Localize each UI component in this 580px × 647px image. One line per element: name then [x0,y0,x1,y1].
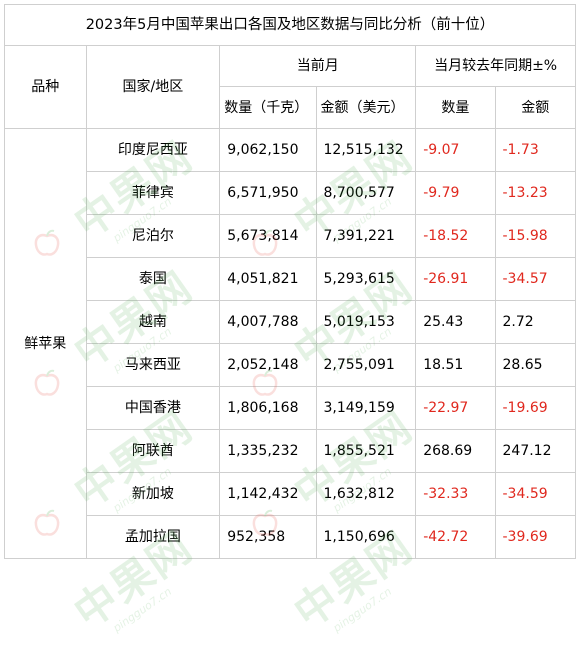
yoy-amount-cell: -34.57 [494,257,576,301]
country-cell: 菲律宾 [85,171,221,215]
qty-cell: 4,007,788 [219,300,317,344]
country-cell: 阿联酋 [85,429,221,473]
header-amount: 金额（美元） [315,86,417,129]
yoy-qty-cell: -26.91 [415,257,496,301]
country-cell: 印度尼西亚 [85,128,221,172]
country-cell: 孟加拉国 [85,515,221,559]
country-cell: 尼泊尔 [85,214,221,258]
header-current-month: 当前月 [219,45,417,87]
table-row: 尼泊尔 5,673,814 7,391,221 -18.52 -15.98 [5,214,576,258]
header-country: 国家/地区 [85,45,221,129]
yoy-amount-cell: 247.12 [494,429,576,473]
yoy-qty-cell: -9.79 [415,171,496,215]
table-row: 阿联酋 1,335,232 1,855,521 268.69 247.12 [5,429,576,473]
country-cell: 新加坡 [85,472,221,516]
header-row-2: 数量（千克） 金额（美元） 数量 金额 [5,86,576,129]
yoy-amount-cell: -13.23 [494,171,576,215]
amount-cell: 1,632,812 [315,472,417,516]
table-row: 中国香港 1,806,168 3,149,159 -22.97 -19.69 [5,386,576,430]
country-cell: 马来西亚 [85,343,221,387]
qty-cell: 6,571,950 [219,171,317,215]
title-row: 2023年5月中国苹果出口各国及地区数据与同比分析（前十位） [4,4,576,46]
table-title: 2023年5月中国苹果出口各国及地区数据与同比分析（前十位） [4,4,576,46]
header-yoy-amount: 金额 [494,86,576,129]
table-row: 泰国 4,051,821 5,293,615 -26.91 -34.57 [5,257,576,301]
qty-cell: 1,806,168 [219,386,317,430]
qty-cell: 2,052,148 [219,343,317,387]
yoy-amount-cell: -15.98 [494,214,576,258]
yoy-qty-cell: -22.97 [415,386,496,430]
page: 2023年5月中国苹果出口各国及地区数据与同比分析（前十位） 品种 国家/地区 … [4,4,576,559]
yoy-qty-cell: 25.43 [415,300,496,344]
yoy-amount-cell: -34.59 [494,472,576,516]
table-row: 越南 4,007,788 5,019,153 25.43 2.72 [5,300,576,344]
amount-cell: 5,293,615 [315,257,417,301]
yoy-qty-cell: -32.33 [415,472,496,516]
country-cell: 中国香港 [85,386,221,430]
watermark-subtext: pingguo7.cn [110,584,175,635]
amount-cell: 2,755,091 [315,343,417,387]
qty-cell: 952,358 [219,515,317,559]
country-cell: 越南 [85,300,221,344]
amount-cell: 5,019,153 [315,300,417,344]
table-row: 马来西亚 2,052,148 2,755,091 18.51 28.65 [5,343,576,387]
qty-cell: 9,062,150 [219,128,317,172]
watermark-subtext: pingguo7.cn [330,584,395,635]
amount-cell: 8,700,577 [315,171,417,215]
amount-cell: 12,515,132 [315,128,417,172]
header-yoy: 当月较去年同期±% [415,45,576,87]
qty-cell: 4,051,821 [219,257,317,301]
yoy-qty-cell: -42.72 [415,515,496,559]
amount-cell: 1,855,521 [315,429,417,473]
yoy-qty-cell: 268.69 [415,429,496,473]
amount-cell: 1,150,696 [315,515,417,559]
country-cell: 泰国 [85,257,221,301]
yoy-amount-cell: 2.72 [494,300,576,344]
table-row: 孟加拉国 952,358 1,150,696 -42.72 -39.69 [5,515,576,559]
yoy-amount-cell: -19.69 [494,386,576,430]
table-row: 菲律宾 6,571,950 8,700,577 -9.79 -13.23 [5,171,576,215]
qty-cell: 1,142,432 [219,472,317,516]
table-row: 新加坡 1,142,432 1,632,812 -32.33 -34.59 [5,472,576,516]
table-row: 鲜苹果 印度尼西亚 9,062,150 12,515,132 -9.07 -1.73 [4,128,576,559]
header-category: 品种 [4,45,87,129]
header-yoy-qty: 数量 [415,86,496,129]
yoy-qty-cell: 18.51 [415,343,496,387]
yoy-qty-cell: -18.52 [415,214,496,258]
amount-cell: 7,391,221 [315,214,417,258]
export-table: 2023年5月中国苹果出口各国及地区数据与同比分析（前十位） 品种 国家/地区 … [4,4,576,559]
header-qty: 数量（千克） [219,86,317,129]
qty-cell: 5,673,814 [219,214,317,258]
yoy-amount-cell: 28.65 [494,343,576,387]
table-body: 鲜苹果 印度尼西亚 9,062,150 12,515,132 -9.07 -1.73 菲律宾… [4,128,576,559]
category-cell: 鲜苹果 [4,128,87,559]
yoy-amount-cell: -1.73 [494,128,576,172]
qty-cell: 1,335,232 [219,429,317,473]
header-row-1: 品种 国家/地区 当前月 当月较去年同期±% [4,45,576,129]
amount-cell: 3,149,159 [315,386,417,430]
yoy-amount-cell: -39.69 [494,515,576,559]
yoy-qty-cell: -9.07 [415,128,496,172]
